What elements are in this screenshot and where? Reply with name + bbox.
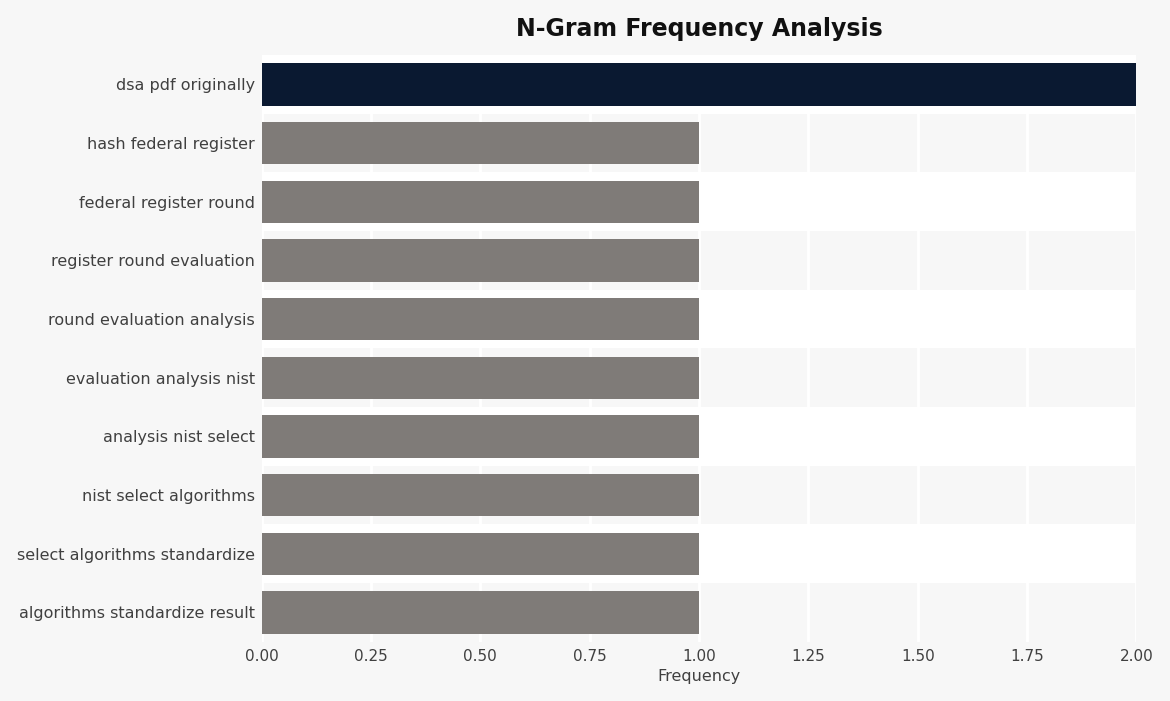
Bar (262, 298, 698, 340)
Bar (262, 290, 1136, 348)
Bar (262, 231, 1136, 290)
Bar (262, 239, 698, 282)
Bar (262, 357, 698, 399)
X-axis label: Frequency: Frequency (658, 669, 741, 684)
Bar (262, 172, 1136, 231)
Bar (262, 114, 1136, 172)
Bar (262, 348, 1136, 407)
Title: N-Gram Frequency Analysis: N-Gram Frequency Analysis (516, 17, 882, 41)
Bar (262, 181, 698, 223)
Bar (262, 122, 698, 164)
Bar (262, 407, 1136, 466)
Bar (262, 63, 1136, 106)
Bar (262, 583, 1136, 642)
Bar (262, 474, 698, 516)
Bar (262, 55, 1136, 114)
Bar (262, 592, 698, 634)
Bar (262, 466, 1136, 524)
Bar (262, 416, 698, 458)
Bar (262, 533, 698, 575)
Bar (262, 524, 1136, 583)
